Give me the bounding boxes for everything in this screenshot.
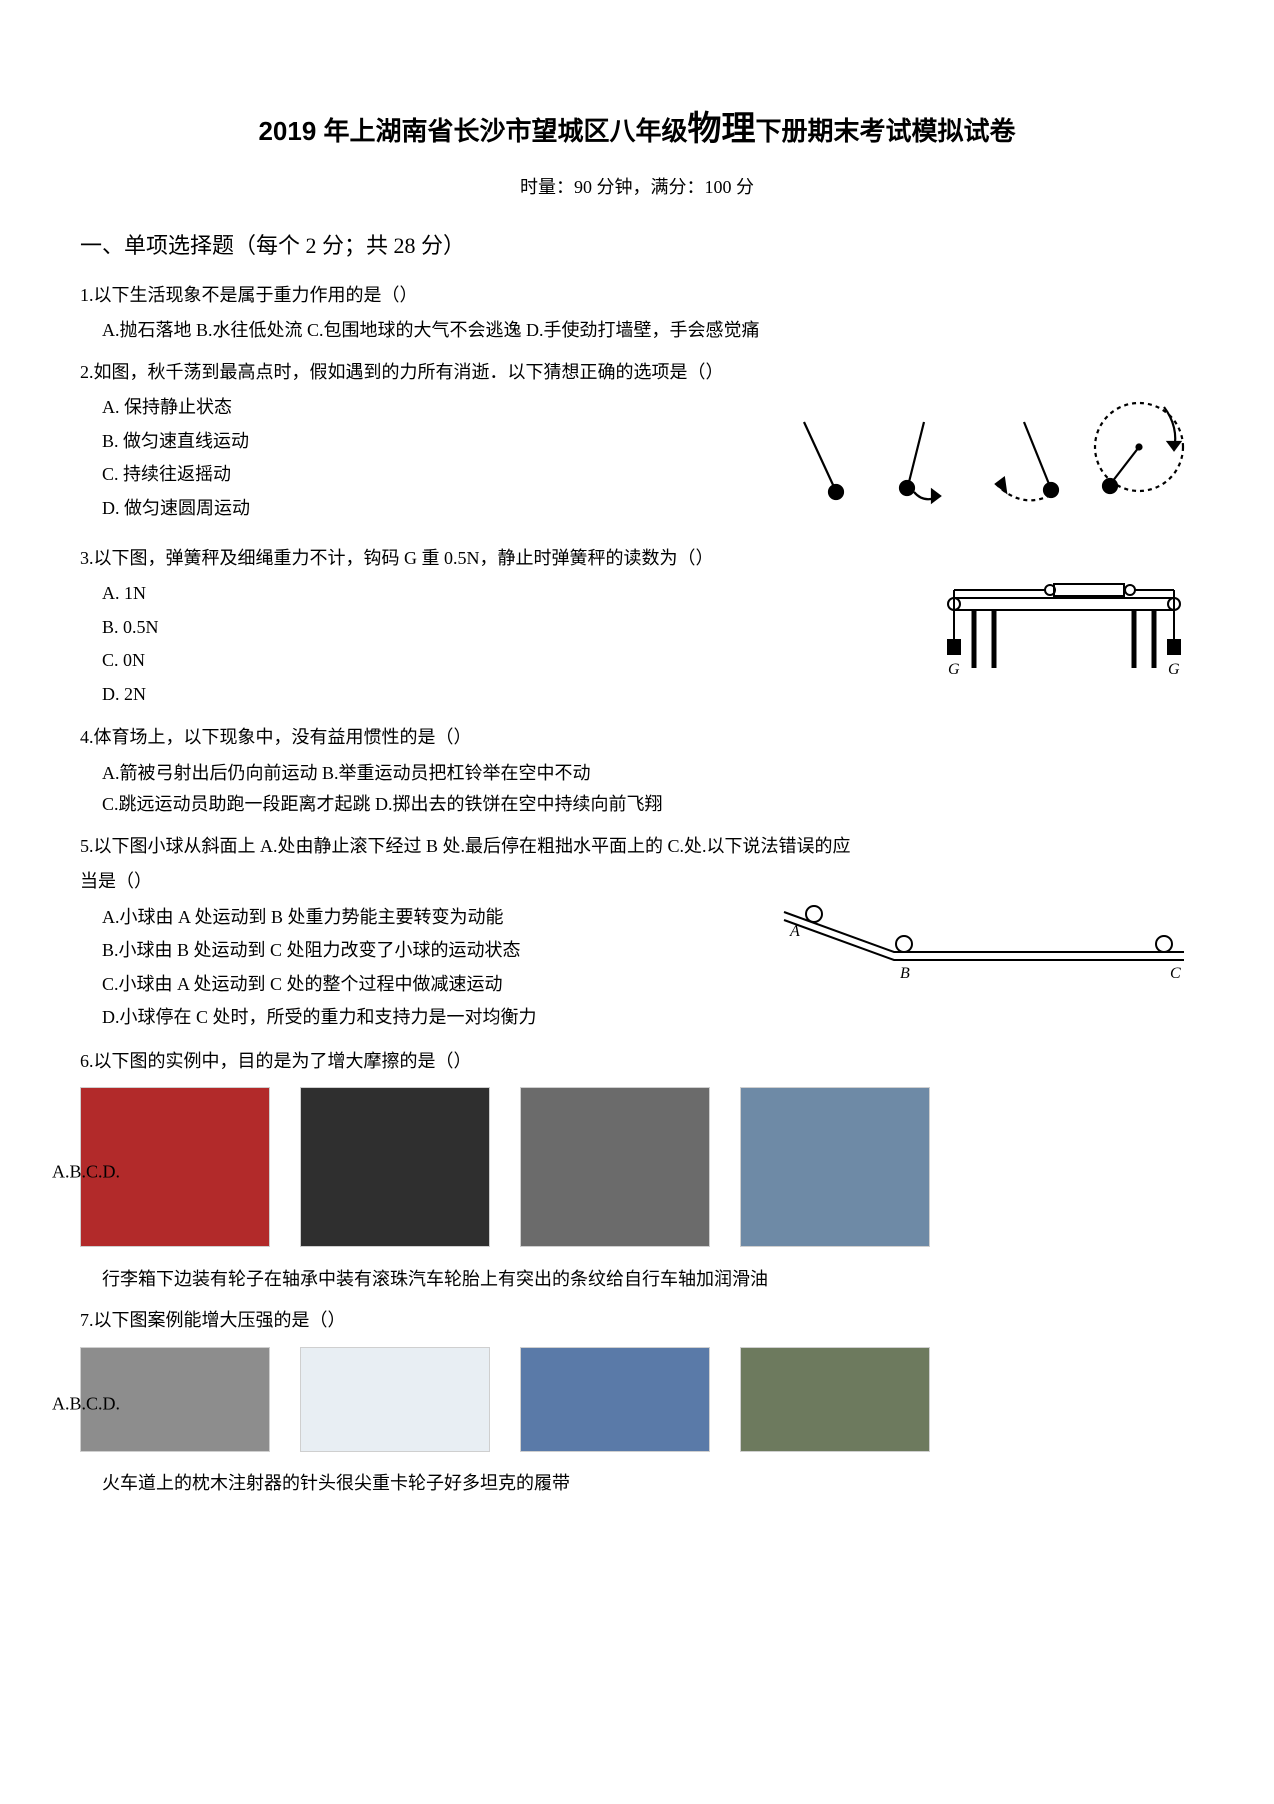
q7-image-row: A.B.C.D. [80,1347,1194,1463]
q4-opts-line1: A.箭被弓射出后仍向前运动 B.举重运动员把杠铃举在空中不动 [80,758,1194,790]
q5-opt-d: D.小球停在 C 处时，所受的重力和支持力是一对均衡力 [80,1002,1194,1034]
question-3: 3.以下图，弹簧秤及细绳重力不计，钩码 G 重 0.5N，静止时弹簧秤的读数为（… [80,543,1194,713]
q6-image-bike-oil [740,1087,930,1247]
q6-image-bearing [300,1087,490,1247]
question-4: 4.体育场上，以下现象中，没有益用惯性的是（） A.箭被弓射出后仍向前运动 B.… [80,722,1194,821]
title-post: 下册期末考试模拟试卷 [756,116,1016,146]
q1-options: A.抛石落地 B.水往低处流 C.包围地球的大气不会逃逸 D.手使劲打墙壁，手会… [80,315,1194,347]
question-6: 6.以下图的实例中，目的是为了增大摩擦的是（） A.B.C.D. 行李箱下边装有… [80,1046,1194,1296]
q7-image-truck [520,1347,710,1452]
q7-image-tank [740,1347,930,1452]
q5-label-c: C [1170,965,1181,982]
q5-label-a: A [789,923,800,940]
pendulum-icon [764,392,1194,522]
q7-stem: 7.以下图案例能增大压强的是（） [80,1305,1194,1337]
q3-label-g-right: G [1168,661,1180,678]
q2-stem: 2.如图，秋千荡到最高点时，假如遇到的力所有消逝．以下猜想正确的选项是（） [80,357,1194,389]
q5-stem1: 5.以下图小球从斜面上 A.处由静止滚下经过 B 处.最后停在粗拙水平面上的 C… [80,831,1194,863]
q5-figure: A B C [774,902,1194,993]
q6-abcd-label: A.B.C.D. [52,1157,120,1189]
q6-image-row: A.B.C.D. [80,1087,1194,1258]
q7-image-syringe [300,1347,490,1452]
q6-caption: 行李箱下边装有轮子在轴承中装有滚珠汽车轮胎上有突出的条纹给自行车轴加润滑油 [80,1264,1194,1296]
q3-figure: G G [934,578,1194,709]
q4-stem: 4.体育场上，以下现象中，没有益用惯性的是（） [80,722,1194,754]
q7-caption: 火车道上的枕木注射器的针头很尖重卡轮子好多坦克的履带 [80,1468,1194,1500]
q6-image-tire [520,1087,710,1247]
question-7: 7.以下图案例能增大压强的是（） A.B.C.D. 火车道上的枕木注射器的针头很… [80,1305,1194,1500]
q6-stem: 6.以下图的实例中，目的是为了增大摩擦的是（） [80,1046,1194,1078]
q3-label-g-left: G [948,661,960,678]
title-pre: 年上湖南省长沙市望城区八年级 [316,116,687,146]
spring-table-icon: G G [934,578,1194,698]
q2-figure [764,392,1194,533]
q4-opts-line2: C.跳远运动员助跑一段距离才起跳 D.掷出去的铁饼在空中持续向前飞翔 [80,789,1194,821]
q1-stem: 1.以下生活现象不是属于重力作用的是（） [80,280,1194,312]
question-2: 2.如图，秋千荡到最高点时，假如遇到的力所有消逝．以下猜想正确的选项是（） [80,357,1194,533]
q7-abcd-label: A.B.C.D. [52,1389,120,1421]
incline-icon: A B C [774,902,1194,982]
exam-meta: 时量：90 分钟，满分：100 分 [80,172,1194,204]
section-heading: 一、单项选择题（每个 2 分；共 28 分） [80,227,1194,266]
title-year: 2019 [258,116,316,146]
q5-label-b: B [900,965,910,982]
q3-stem: 3.以下图，弹簧秤及细绳重力不计，钩码 G 重 0.5N，静止时弹簧秤的读数为（… [80,543,1194,575]
q5-stem2: 当是（） [80,866,1194,898]
question-1: 1.以下生活现象不是属于重力作用的是（） A.抛石落地 B.水往低处流 C.包围… [80,280,1194,347]
question-5: 5.以下图小球从斜面上 A.处由静止滚下经过 B 处.最后停在粗拙水平面上的 C… [80,831,1194,1036]
exam-title: 2019 年上湖南省长沙市望城区八年级物理下册期末考试模拟试卷 [80,100,1194,160]
title-subject: 物理 [688,110,756,148]
